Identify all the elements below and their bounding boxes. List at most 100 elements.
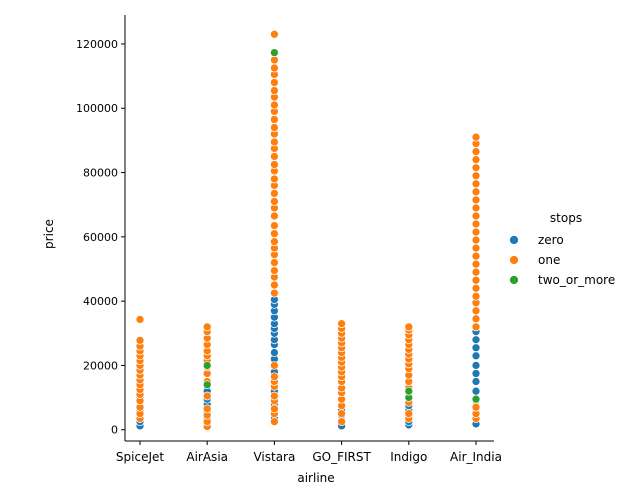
data-point-two-or-more	[202, 380, 212, 390]
legend: stops zero one two_or_more	[509, 211, 615, 287]
data-point-one	[270, 372, 279, 382]
data-point-one	[471, 267, 481, 277]
data-point-one	[270, 137, 279, 147]
data-point-one	[135, 336, 145, 345]
data-point-one	[270, 280, 279, 290]
data-point-one	[270, 391, 279, 401]
data-point-one	[270, 237, 279, 247]
y-tick-label: 40000	[83, 295, 118, 308]
data-point-one	[471, 187, 481, 197]
data-point-zero	[471, 377, 481, 386]
data-point-one	[471, 132, 481, 142]
data-point-zero	[471, 335, 481, 345]
data-point-one	[135, 315, 145, 324]
legend-entry-label: one	[538, 253, 560, 267]
data-point-one	[270, 78, 279, 87]
data-point-one	[270, 266, 279, 275]
legend-marker	[509, 235, 519, 245]
x-tick-label: SpiceJet	[116, 450, 164, 464]
data-point-one	[471, 314, 481, 324]
data-point-one	[471, 219, 481, 229]
data-point-one	[337, 417, 346, 427]
data-point-one	[270, 55, 279, 65]
data-point-one	[471, 306, 481, 316]
y-tick-label: 0	[111, 424, 118, 437]
data-point-zero	[471, 351, 481, 361]
data-point-one	[471, 171, 481, 181]
x-tick-label: Indigo	[390, 450, 427, 464]
data-point-one	[270, 160, 279, 169]
data-point-two-or-more	[471, 394, 481, 404]
data-point-one	[471, 195, 481, 205]
data-point-one	[202, 322, 212, 332]
y-axis-ticks: 0 20000 40000 60000 80000 100000 120000	[76, 38, 125, 437]
data-point-one	[471, 163, 481, 173]
data-point-one	[270, 189, 279, 198]
data-point-zero	[471, 361, 481, 370]
y-tick-label: 20000	[83, 359, 118, 372]
data-point-one	[270, 417, 279, 427]
data-point-two-or-more	[404, 386, 414, 396]
x-tick-label: AirAsia	[186, 450, 228, 464]
data-point-zero	[471, 369, 481, 378]
data-point-one	[270, 152, 279, 161]
data-point-one	[337, 319, 346, 328]
data-point-one	[270, 63, 279, 73]
data-point-one	[337, 409, 346, 419]
data-point-one	[471, 235, 481, 245]
y-axis-label: price	[42, 219, 56, 249]
legend-marker	[509, 275, 519, 285]
x-axis-label: airline	[297, 471, 334, 485]
data-point-one	[471, 147, 481, 156]
data-point-one	[471, 179, 481, 189]
data-point-one	[471, 203, 481, 213]
data-point-one	[471, 322, 481, 332]
data-point-one	[471, 402, 481, 412]
data-point-one	[270, 115, 279, 124]
data-point-one	[270, 174, 279, 184]
data-point-one	[270, 404, 279, 414]
data-point-zero	[270, 348, 279, 357]
data-point-one	[471, 259, 481, 269]
data-point-one	[270, 288, 279, 298]
y-tick-label: 60000	[83, 231, 118, 244]
data-point-one	[471, 291, 481, 301]
data-point-one	[270, 361, 279, 370]
data-point-one	[404, 409, 414, 419]
data-point-one	[202, 391, 212, 401]
data-point-one	[471, 283, 481, 293]
data-point-one	[471, 155, 481, 165]
legend-entry-label: zero	[538, 233, 564, 247]
data-point-one	[270, 123, 279, 132]
x-axis-ticks: SpiceJet AirAsia Vistara GO_FIRST Indigo Air_…	[116, 441, 502, 464]
data-point-one	[471, 211, 481, 221]
data-point-one	[270, 100, 279, 110]
data-point-one	[270, 29, 279, 39]
legend-title: stops	[550, 211, 582, 225]
x-tick-label: Air_India	[450, 450, 502, 464]
data-point-one	[471, 227, 481, 237]
data-points	[135, 29, 481, 431]
legend-marker	[509, 255, 519, 265]
y-tick-label: 80000	[83, 167, 118, 180]
data-point-zero	[471, 343, 481, 353]
axes	[124, 15, 494, 442]
data-point-one	[471, 275, 481, 285]
data-point-one	[471, 251, 481, 261]
data-point-one	[270, 221, 279, 230]
data-point-two-or-more	[202, 361, 212, 370]
y-tick-label: 120000	[76, 38, 118, 51]
data-point-one	[471, 243, 481, 253]
y-tick-label: 100000	[76, 102, 118, 115]
data-point-one	[270, 86, 279, 95]
data-point-one	[270, 211, 279, 221]
data-point-one	[270, 258, 279, 267]
legend-entry-label: two_or_more	[538, 273, 615, 287]
data-point-one	[404, 322, 414, 332]
data-point-one	[270, 229, 279, 238]
data-point-one	[202, 404, 212, 414]
x-tick-label: Vistara	[253, 450, 295, 464]
x-tick-label: GO_FIRST	[312, 450, 371, 464]
